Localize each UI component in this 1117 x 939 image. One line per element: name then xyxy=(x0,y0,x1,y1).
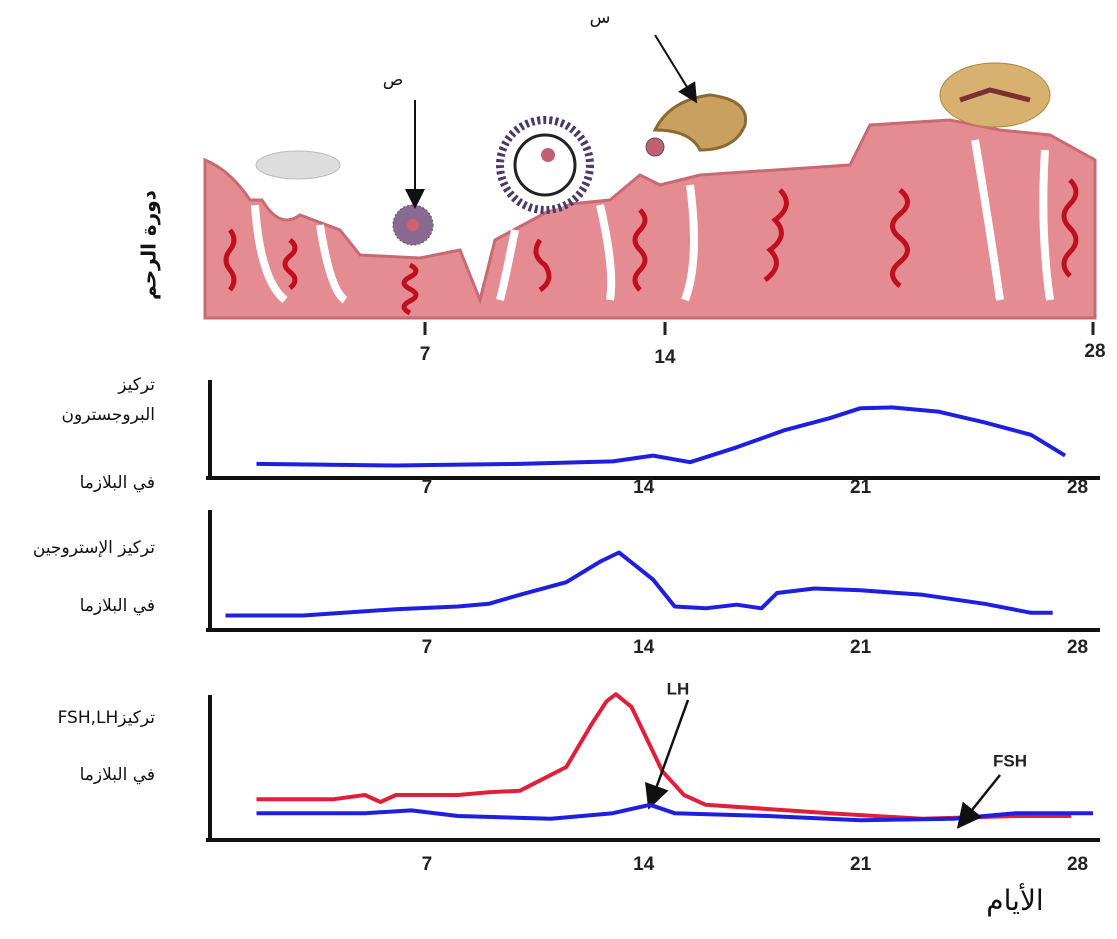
x-tick-label: 28 xyxy=(1067,477,1088,498)
days-label: الأيام xyxy=(986,882,1043,917)
series-annotation: FSH xyxy=(993,751,1027,770)
uterus-ylabel: دورة الرحم xyxy=(137,190,161,300)
x-tick-label: 7 xyxy=(422,854,433,875)
y-label: في البلازما xyxy=(80,596,155,616)
x-tick-label: 21 xyxy=(850,477,872,498)
uterus-illustration xyxy=(205,35,1095,335)
uterus-tick: 28 xyxy=(1084,341,1105,362)
y-label: تركيزFSH,LH xyxy=(58,708,156,728)
y-label: البروجسترون xyxy=(62,405,156,425)
page: س ص دورة الرحم 7 14 28 الأيام 7 14 21 28 ترك… xyxy=(0,0,1117,935)
x-tick-label: 21 xyxy=(850,637,872,658)
uterus-tick: 14 xyxy=(654,347,676,368)
line xyxy=(257,407,1066,465)
label-x: س xyxy=(590,8,611,28)
y-label: في البلازما xyxy=(80,473,155,493)
y-label: في البلازما xyxy=(80,765,155,785)
x-tick-label: 28 xyxy=(1067,637,1088,658)
annotation-arrow xyxy=(650,700,688,805)
uterus-tick: 7 xyxy=(420,344,431,365)
line xyxy=(257,805,1094,820)
line xyxy=(226,553,1053,616)
series-annotation: LH xyxy=(667,679,690,698)
y-label: تركيز الإستروجين xyxy=(33,538,155,558)
x-tick-label: 14 xyxy=(633,477,655,498)
line xyxy=(257,694,1072,819)
y-label: تركيز xyxy=(117,375,155,395)
x-tick-label: 28 xyxy=(1067,854,1088,875)
x-tick-label: 7 xyxy=(422,477,433,498)
x-tick-label: 21 xyxy=(850,854,872,875)
x-tick-label: 7 xyxy=(422,637,433,658)
label-y: ص xyxy=(383,70,404,90)
x-tick-label: 14 xyxy=(633,637,655,658)
x-tick-label: 14 xyxy=(633,854,655,875)
